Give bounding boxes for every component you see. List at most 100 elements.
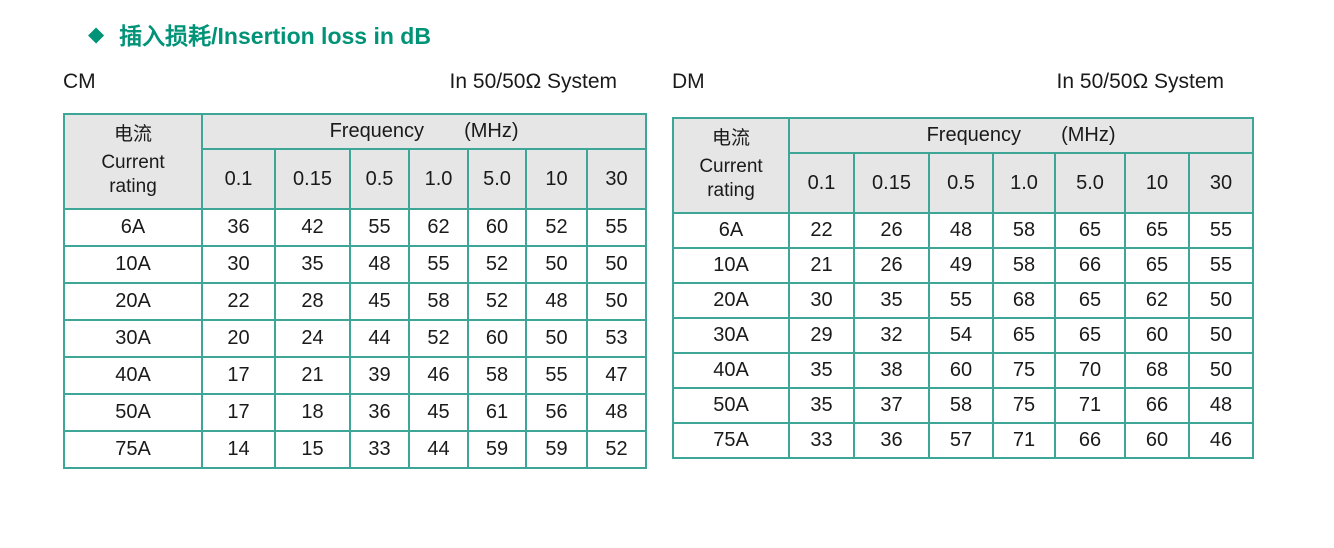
section-title: ◆ 插入损耗/Insertion loss in dB (88, 17, 431, 51)
insertion-loss-value-cell: 30 (788, 282, 855, 319)
frequency-column-header: 10 (1124, 152, 1190, 214)
frequency-header: Frequency (MHz) (200, 113, 648, 150)
insertion-loss-value-cell: 68 (1124, 352, 1190, 389)
insertion-loss-value-cell: 68 (992, 282, 1056, 319)
insertion-loss-value-cell: 50 (1187, 317, 1255, 354)
current-rating-cell: 30A (672, 317, 790, 354)
frequency-column-header: 10 (525, 148, 588, 210)
insertion-loss-value-cell: 33 (349, 430, 410, 469)
insertion-loss-value-cell: 17 (201, 356, 276, 395)
current-rating-cell: 6A (672, 212, 790, 249)
insertion-loss-value-cell: 50 (525, 245, 588, 284)
frequency-column-header: 1.0 (992, 152, 1056, 214)
insertion-loss-value-cell: 44 (408, 430, 469, 469)
insertion-loss-value-cell: 55 (585, 208, 648, 247)
insertion-loss-value-cell: 62 (408, 208, 469, 247)
frequency-header: Frequency (MHz) (787, 117, 1255, 154)
cm-table-section: CM In 50/50Ω System 电流 Current rating Freq… (63, 70, 648, 469)
insertion-loss-value-cell: 35 (274, 245, 351, 284)
table-row: 30A 20 24 44 52 60 50 53 (63, 319, 648, 358)
insertion-loss-value-cell: 62 (1124, 282, 1190, 319)
insertion-loss-value-cell: 65 (992, 317, 1056, 354)
table-body: 6A 22 26 48 58 65 65 55 10A 21 26 49 58 66 65 55 20A 30 35… (672, 212, 1255, 459)
insertion-loss-value-cell: 22 (788, 212, 855, 249)
insertion-loss-value-cell: 30 (201, 245, 276, 284)
frequency-column-header: 0.15 (274, 148, 351, 210)
insertion-loss-value-cell: 58 (928, 387, 994, 424)
table-row: 40A 17 21 39 46 58 55 47 (63, 356, 648, 395)
dm-mode-label: DM (672, 70, 705, 93)
insertion-loss-value-cell: 58 (408, 282, 469, 321)
insertion-loss-value-cell: 38 (853, 352, 930, 389)
insertion-loss-value-cell: 28 (274, 282, 351, 321)
insertion-loss-value-cell: 18 (274, 393, 351, 432)
insertion-loss-value-cell: 55 (1187, 247, 1255, 284)
insertion-loss-value-cell: 20 (201, 319, 276, 358)
frequency-label: Frequency (329, 120, 425, 142)
insertion-loss-value-cell: 29 (788, 317, 855, 354)
frequency-header-row: 电流 Current rating Frequency (MHz) (672, 117, 1255, 214)
current-rating-cell: 20A (672, 282, 790, 319)
current-rating-cell: 75A (672, 422, 790, 459)
table-row: 10A 21 26 49 58 66 65 55 (672, 247, 1255, 284)
insertion-loss-value-cell: 58 (467, 356, 527, 395)
insertion-loss-value-cell: 60 (467, 319, 527, 358)
page-title: 插入损耗/Insertion loss in dB (119, 23, 431, 49)
insertion-loss-value-cell: 59 (467, 430, 527, 469)
insertion-loss-value-cell: 60 (467, 208, 527, 247)
insertion-loss-value-cell: 21 (788, 247, 855, 284)
insertion-loss-value-cell: 65 (1054, 282, 1126, 319)
insertion-loss-value-cell: 53 (585, 319, 648, 358)
current-rating-cell: 10A (672, 247, 790, 284)
table-row: 50A 17 18 36 45 61 56 48 (63, 393, 648, 432)
insertion-loss-value-cell: 44 (349, 319, 410, 358)
table-row: 10A 30 35 48 55 52 50 50 (63, 245, 648, 284)
insertion-loss-value-cell: 33 (788, 422, 855, 459)
insertion-loss-value-cell: 55 (1187, 212, 1255, 249)
frequency-column-header: 1.0 (408, 148, 469, 210)
insertion-loss-value-cell: 47 (585, 356, 648, 395)
insertion-loss-value-cell: 60 (1124, 422, 1190, 459)
table-body: 6A 36 42 55 62 60 52 55 10A 30 35 48 55 52 50 50 20A 22 28… (63, 208, 648, 469)
insertion-loss-value-cell: 65 (1124, 247, 1190, 284)
table-row: 20A 30 35 55 68 65 62 50 (672, 282, 1255, 319)
insertion-loss-value-cell: 57 (928, 422, 994, 459)
insertion-loss-value-cell: 71 (992, 422, 1056, 459)
insertion-loss-value-cell: 48 (1187, 387, 1255, 424)
current-rating-en-label: Current rating (101, 151, 165, 198)
frequency-column-header: 5.0 (467, 148, 527, 210)
frequency-column-header: 0.5 (349, 148, 410, 210)
insertion-loss-value-cell: 50 (1187, 282, 1255, 319)
insertion-loss-value-cell: 50 (525, 319, 588, 358)
insertion-loss-value-cell: 32 (853, 317, 930, 354)
insertion-loss-value-cell: 42 (274, 208, 351, 247)
insertion-loss-value-cell: 37 (853, 387, 930, 424)
insertion-loss-value-cell: 14 (201, 430, 276, 469)
insertion-loss-value-cell: 66 (1124, 387, 1190, 424)
frequency-column-header: 5.0 (1054, 152, 1126, 214)
insertion-loss-value-cell: 48 (349, 245, 410, 284)
insertion-loss-value-cell: 52 (408, 319, 469, 358)
insertion-loss-value-cell: 35 (788, 352, 855, 389)
dm-label-row: DM In 50/50Ω System (672, 70, 1252, 96)
insertion-loss-value-cell: 17 (201, 393, 276, 432)
insertion-loss-value-cell: 58 (992, 247, 1056, 284)
insertion-loss-value-cell: 45 (349, 282, 410, 321)
insertion-loss-value-cell: 26 (853, 212, 930, 249)
current-rating-header: 电流 Current rating (672, 117, 790, 214)
insertion-loss-value-cell: 65 (1124, 212, 1190, 249)
insertion-loss-value-cell: 22 (201, 282, 276, 321)
insertion-loss-value-cell: 36 (201, 208, 276, 247)
insertion-loss-value-cell: 56 (525, 393, 588, 432)
current-rating-cell: 10A (63, 245, 203, 284)
current-rating-cell: 75A (63, 430, 203, 469)
insertion-loss-value-cell: 75 (992, 352, 1056, 389)
insertion-loss-value-cell: 48 (928, 212, 994, 249)
insertion-loss-value-cell: 50 (585, 282, 648, 321)
insertion-loss-value-cell: 52 (525, 208, 588, 247)
insertion-loss-value-cell: 45 (408, 393, 469, 432)
table-row: 40A 35 38 60 75 70 68 50 (672, 352, 1255, 389)
table-row: 75A 14 15 33 44 59 59 52 (63, 430, 648, 469)
insertion-loss-value-cell: 52 (585, 430, 648, 469)
cm-label-row: CM In 50/50Ω System (63, 70, 645, 96)
